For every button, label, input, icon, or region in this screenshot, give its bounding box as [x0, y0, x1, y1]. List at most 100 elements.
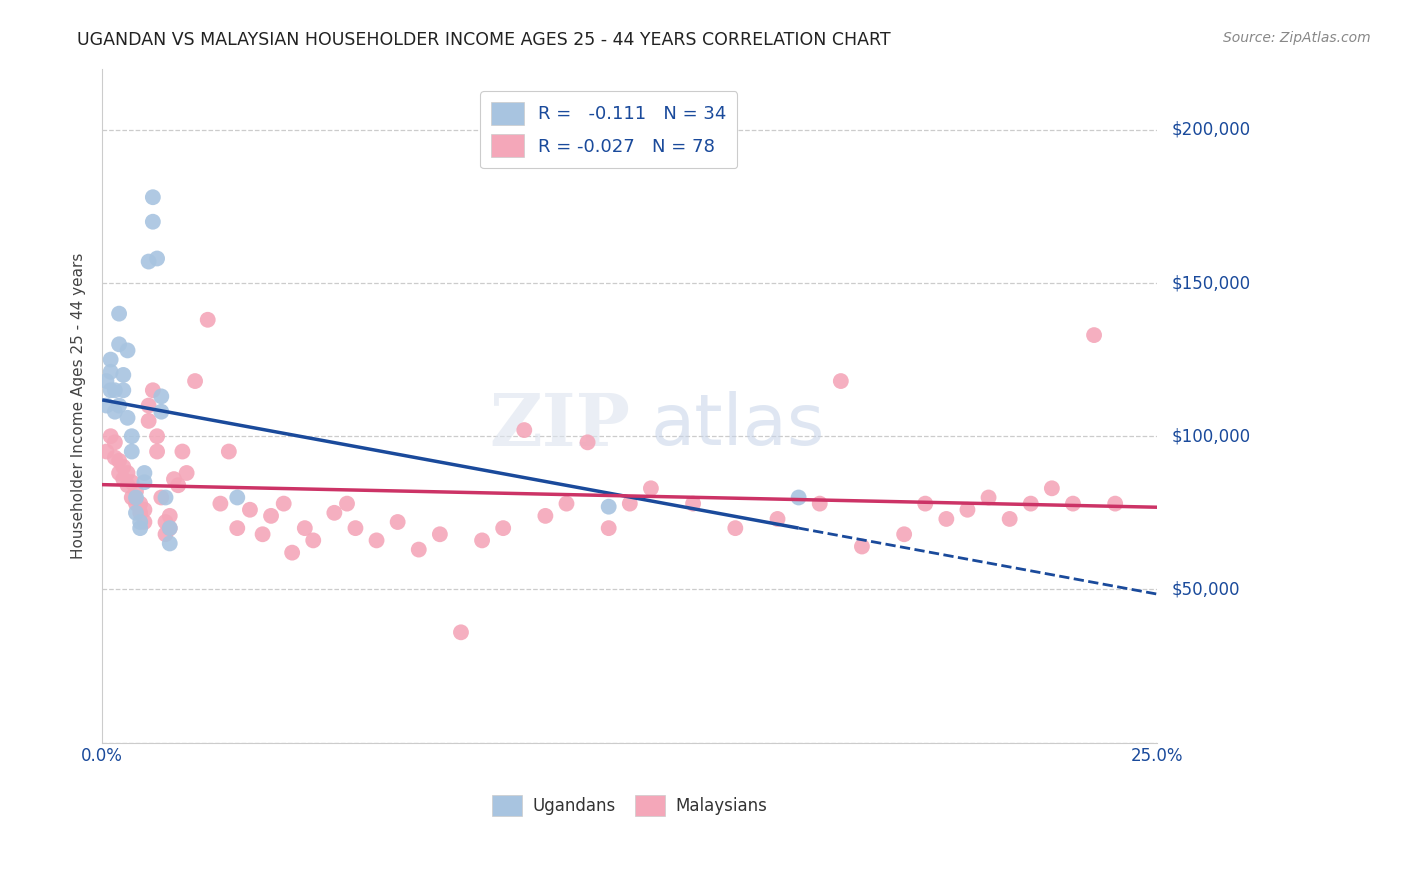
Text: $200,000: $200,000 [1171, 120, 1250, 139]
Point [450, 625, 472, 640]
Point [117, 466, 139, 480]
Point [96, 444, 118, 458]
Text: $100,000: $100,000 [1171, 427, 1250, 445]
Point [142, 383, 165, 397]
Point [150, 389, 173, 403]
Point [134, 502, 156, 516]
Point [125, 491, 148, 505]
Point [471, 533, 494, 548]
Point [117, 478, 139, 492]
Point [555, 497, 578, 511]
Point [121, 429, 143, 443]
Legend: Ugandans, Malaysians: Ugandans, Malaysians [485, 788, 775, 822]
Point [935, 512, 957, 526]
Point [787, 491, 810, 505]
Point [176, 466, 198, 480]
Point [336, 497, 359, 511]
Point [724, 521, 747, 535]
Point [121, 491, 143, 505]
Point [134, 515, 156, 529]
Point [100, 365, 122, 379]
Point [104, 450, 127, 465]
Point [619, 497, 641, 511]
Point [197, 312, 219, 326]
Point [129, 521, 152, 535]
Point [998, 512, 1021, 526]
Point [112, 459, 135, 474]
Point [100, 352, 122, 367]
Point [914, 497, 936, 511]
Point [129, 497, 152, 511]
Point [1083, 328, 1105, 343]
Point [1104, 497, 1126, 511]
Point [387, 515, 409, 529]
Point [129, 515, 152, 529]
Point [138, 399, 160, 413]
Point [252, 527, 274, 541]
Point [226, 491, 249, 505]
Point [134, 475, 156, 490]
Point [142, 190, 165, 204]
Text: ZIP: ZIP [489, 391, 630, 461]
Point [260, 508, 283, 523]
Point [209, 497, 232, 511]
Point [112, 368, 135, 382]
Point [366, 533, 388, 548]
Point [150, 405, 173, 419]
Point [239, 502, 262, 516]
Point [129, 506, 152, 520]
Point [138, 254, 160, 268]
Point [121, 475, 143, 490]
Point [104, 405, 127, 419]
Point [108, 466, 131, 480]
Point [218, 444, 240, 458]
Point [146, 429, 169, 443]
Text: $150,000: $150,000 [1171, 274, 1250, 292]
Point [830, 374, 852, 388]
Point [100, 429, 122, 443]
Point [125, 506, 148, 520]
Point [682, 497, 704, 511]
Point [159, 521, 181, 535]
Point [598, 521, 620, 535]
Point [492, 521, 515, 535]
Point [302, 533, 325, 548]
Point [112, 472, 135, 486]
Point [226, 521, 249, 535]
Point [851, 540, 873, 554]
Point [117, 343, 139, 358]
Point [893, 527, 915, 541]
Point [112, 383, 135, 397]
Point [977, 491, 1000, 505]
Point [108, 454, 131, 468]
Point [108, 399, 131, 413]
Text: $50,000: $50,000 [1171, 581, 1240, 599]
Point [121, 444, 143, 458]
Point [534, 508, 557, 523]
Point [172, 444, 194, 458]
Point [146, 252, 169, 266]
Point [108, 307, 131, 321]
Point [138, 414, 160, 428]
Point [184, 374, 207, 388]
Point [96, 399, 118, 413]
Point [766, 512, 789, 526]
Point [108, 337, 131, 351]
Point [100, 383, 122, 397]
Point [1040, 481, 1063, 495]
Point [429, 527, 451, 541]
Point [598, 500, 620, 514]
Point [281, 546, 304, 560]
Point [159, 508, 181, 523]
Point [956, 502, 979, 516]
Point [167, 478, 190, 492]
Point [159, 521, 181, 535]
Point [125, 484, 148, 499]
Point [576, 435, 599, 450]
Point [294, 521, 316, 535]
Text: UGANDAN VS MALAYSIAN HOUSEHOLDER INCOME AGES 25 - 44 YEARS CORRELATION CHART: UGANDAN VS MALAYSIAN HOUSEHOLDER INCOME … [77, 31, 891, 49]
Point [96, 374, 118, 388]
Point [134, 466, 156, 480]
Point [323, 506, 346, 520]
Y-axis label: Householder Income Ages 25 - 44 years: Householder Income Ages 25 - 44 years [72, 252, 86, 558]
